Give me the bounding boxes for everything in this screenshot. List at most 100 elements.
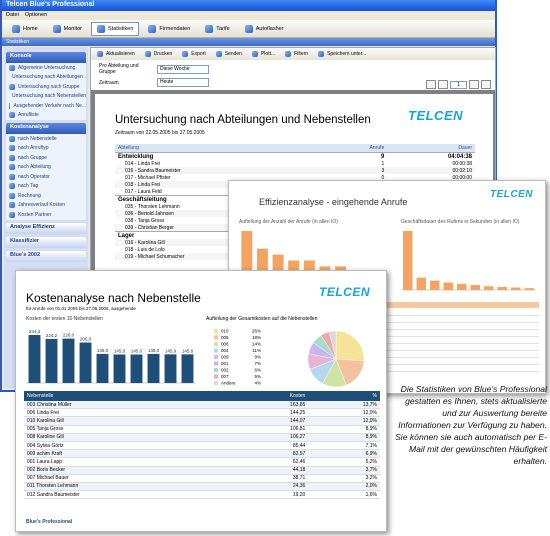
bar: [79, 342, 92, 383]
table-cell: 018 - Luis de Lolo: [125, 246, 165, 253]
toolbar-button[interactable]: Tarife: [199, 22, 235, 36]
data-label: 145,0: [114, 349, 126, 354]
group-header[interactable]: Blue's 2002: [6, 250, 86, 262]
table-cell: 005 Tanja Gross: [27, 426, 64, 433]
table-row: 012 Sandra Baumeister 19,20 1,6%: [24, 490, 380, 499]
toolbar-button[interactable]: Plott...: [248, 49, 279, 59]
table-row: 001 Laura Lapp 62,46 5,2%: [24, 457, 380, 466]
bar: [62, 338, 75, 383]
menu-item[interactable]: Datei: [6, 12, 19, 18]
table-row: 005 Tanja Gross 106,81 8,9%: [24, 425, 380, 434]
toolbar-button[interactable]: Export: [178, 49, 209, 59]
toolbar-button[interactable]: Speichern unter...: [314, 49, 370, 59]
table-row: 008 Karoline Gill 106,27 8,9%: [24, 433, 380, 442]
icon: [97, 24, 106, 33]
nav-item[interactable]: Untersuchung nach Gruppe: [6, 82, 86, 92]
nav-label: nach Tag: [18, 183, 39, 190]
chart-title: Geschäftsdauer des Rufens in Sekunden (i…: [401, 219, 520, 225]
icon: [318, 51, 325, 57]
nav-item[interactable]: Ausgehender Verkehr nach Ne...: [6, 101, 86, 111]
bar: [497, 286, 507, 290]
chart-title: Kosten der ersten 10 Nebenstellen: [26, 316, 103, 322]
nav-label: Allgemeine Untersuchung: [18, 64, 76, 71]
table: Nebenstelle Kosten% 003 Christina Müller 16…: [24, 391, 380, 499]
filter-select[interactable]: Diese Woche: [157, 64, 209, 74]
nav-item[interactable]: Anrufliste: [6, 110, 86, 120]
toolbar-button[interactable]: Filtern: [281, 49, 312, 59]
filter-row: Zeitraum Heute: [99, 78, 209, 87]
toolbar-button[interactable]: Monitor: [47, 22, 88, 36]
table-cell: 017 - Michael Pfister: [125, 174, 171, 181]
data-label: 244,3: [29, 329, 41, 334]
table-cell: 62,46: [292, 458, 306, 465]
pager-button[interactable]: [426, 80, 437, 89]
toolbar-button[interactable]: Autoflasher: [239, 22, 290, 36]
pager-button[interactable]: [469, 80, 479, 89]
bar: [430, 280, 440, 290]
data-label: 145,8: [182, 348, 194, 353]
nav-item[interactable]: Untersuchung nach Abteilungen ...: [6, 72, 86, 82]
legend-value: 5%: [254, 374, 261, 379]
group-header[interactable]: Analyse Effizienz: [6, 222, 86, 234]
table-cell: 5,2%: [365, 458, 377, 465]
button-label: Drucken: [153, 51, 173, 57]
pager-button[interactable]: [438, 80, 449, 89]
nav-item[interactable]: Rechnung: [6, 191, 86, 201]
table-cell: 9: [380, 153, 385, 160]
title-bar: Telcen Blue's Professional: [2, 0, 495, 11]
table-cell: 011 Thorsten Lehmann: [27, 483, 79, 490]
nav-item[interactable]: Untersuchung nach Nebenstellen: [6, 91, 86, 101]
column-header: Nebenstelle: [27, 393, 54, 399]
table-cell: 12,0%: [362, 417, 377, 424]
logo: TELCEN: [490, 189, 533, 200]
table-cell: 106,27: [290, 434, 306, 441]
nav-item[interactable]: Kosten Partner: [6, 210, 86, 220]
nav-item[interactable]: Jahresverlauf Kosten: [6, 200, 86, 210]
nav-item[interactable]: nach Operator: [6, 172, 86, 182]
nav-item[interactable]: nach Anruftyp: [6, 143, 86, 153]
legend-label: 007: [221, 374, 229, 379]
table-cell: 00:00:38: [452, 160, 472, 167]
table-row: 014 - Linda Frei 1 00:00:38: [115, 160, 475, 167]
bar: [470, 285, 480, 290]
table-cell: 003 Christina Müller: [27, 401, 72, 408]
toolbar-button[interactable]: Home: [6, 22, 44, 36]
bar: [524, 288, 534, 290]
toolbar-button[interactable]: Aktualisieren: [93, 49, 139, 59]
toolbar-button[interactable]: Senden: [212, 49, 246, 59]
data-label: 224,2: [46, 333, 58, 338]
filter-select[interactable]: Heute: [157, 78, 209, 87]
table-cell: 7,1%: [365, 442, 377, 449]
legend-label: 001: [221, 361, 229, 366]
column-header: Dauer: [458, 145, 472, 151]
toolbar-button[interactable]: Firmendaten: [142, 22, 196, 36]
nav-label: nach Abteilung: [18, 164, 51, 171]
table-row: 003 Christina Müller 163,85 13,7%: [24, 401, 380, 409]
table-cell: Entwicklung: [118, 153, 154, 160]
group-header[interactable]: Klassifizier: [6, 236, 86, 248]
nav-item[interactable]: nach Abteilung: [6, 162, 86, 172]
table-cell: 016 - Sandra Baumeister: [125, 167, 181, 174]
group-header[interactable]: Kostenanalyse: [6, 123, 86, 134]
nav-item[interactable]: nach Gruppe: [6, 153, 86, 163]
menu-item[interactable]: Optionen: [24, 12, 48, 18]
table-cell: 82,57: [292, 450, 306, 457]
nav-item[interactable]: nach Tag: [6, 181, 86, 191]
page-number[interactable]: 1: [450, 80, 467, 89]
pager-button[interactable]: [481, 80, 491, 89]
bar: [241, 231, 253, 290]
table-cell: 00:02:10: [452, 167, 472, 174]
legend-swatch: [214, 342, 218, 346]
legend-swatch: [214, 348, 218, 353]
nav-item[interactable]: nach Nebenstelle: [6, 134, 86, 144]
table-cell: 19,20: [292, 491, 306, 498]
report-toolbar: Aktualisieren Drucken Export Senden Plott...…: [91, 48, 495, 60]
nav-item[interactable]: Allgemeine Untersuchung: [6, 63, 86, 73]
bar: [147, 353, 160, 383]
pie-chart: 010 26% 005 18% 008 14% 004 11% 009 9% 001 7% 002 6% 0…: [214, 329, 365, 388]
toolbar-button[interactable]: Statistiken: [91, 21, 140, 36]
group-header[interactable]: Konsole: [6, 52, 86, 63]
nav-label: Untersuchung nach Abteilungen ...: [12, 74, 86, 81]
legend-swatch: [214, 355, 218, 359]
toolbar-button[interactable]: Drucken: [141, 49, 177, 59]
